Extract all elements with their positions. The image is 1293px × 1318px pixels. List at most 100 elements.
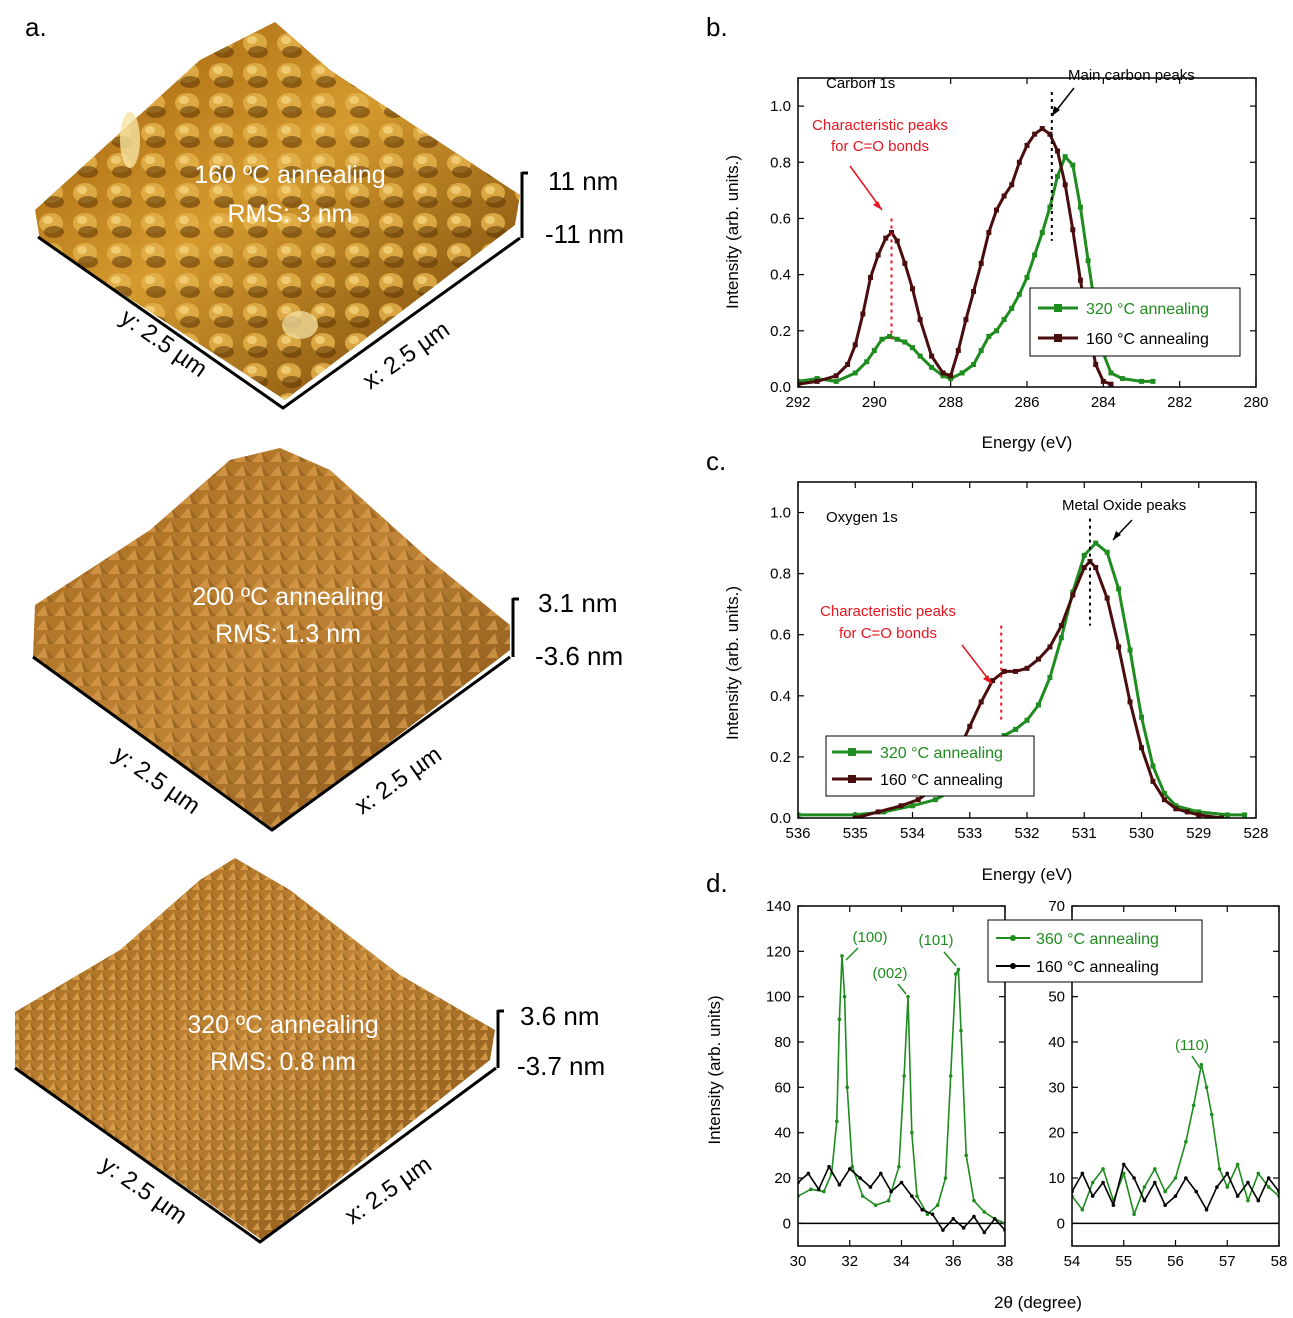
data-point	[1127, 647, 1133, 653]
chart-c-inner-title: Oxygen 1s	[826, 509, 898, 526]
x-tick-label: 292	[785, 394, 810, 411]
data-point	[982, 1210, 987, 1214]
data-point	[864, 359, 870, 365]
data-point	[963, 317, 969, 323]
panel-letter-b: b.	[706, 12, 728, 42]
data-point	[1199, 1062, 1204, 1067]
data-point	[1009, 305, 1015, 311]
data-point	[850, 1164, 855, 1169]
data-point	[886, 1198, 891, 1203]
y-tick-label: 0.0	[770, 379, 791, 396]
data-point	[1009, 182, 1015, 188]
data-point	[1077, 277, 1083, 283]
data-point	[1196, 812, 1202, 818]
data-point	[961, 1226, 966, 1230]
data-point	[1024, 274, 1030, 280]
data-point	[1191, 1103, 1196, 1108]
data-point	[858, 1176, 862, 1180]
chart-d-legend: 360 °C annealing 160 °C annealing	[987, 919, 1203, 983]
y-tick-label: 70	[1048, 898, 1065, 915]
chart-frame	[1071, 905, 1280, 1247]
series-line	[798, 127, 1112, 386]
data-point	[814, 378, 820, 384]
afm-texture	[35, 22, 520, 400]
data-point	[899, 1180, 904, 1185]
data-point	[875, 252, 881, 258]
data-point	[1047, 644, 1053, 650]
data-point	[986, 333, 992, 339]
y-tick-label: 20	[1048, 1125, 1065, 1142]
data-point	[873, 1203, 878, 1207]
chart-series-group	[798, 126, 1156, 387]
data-point	[1121, 1162, 1126, 1167]
data-point	[1127, 699, 1133, 705]
chart-b: 292 290 288 286 284 282 2800.00.20.40.60.81.0 …	[723, 67, 1269, 452]
data-point	[833, 378, 839, 384]
data-point	[1085, 258, 1091, 264]
data-point	[879, 1171, 883, 1176]
data-point	[1161, 791, 1167, 797]
y-tick-label: 50	[1048, 989, 1065, 1006]
afm-label: 200 ºC annealing	[192, 583, 383, 611]
data-point	[915, 797, 921, 803]
chart-d-legend-item: 360 °C annealing	[1036, 931, 1159, 948]
x-tick-label: 284	[1091, 394, 1116, 411]
data-point	[1001, 193, 1007, 199]
chart-c-xlabel: Energy (eV)	[982, 865, 1073, 884]
data-point	[1090, 1180, 1095, 1185]
chart-d-xlabel: 2θ (degree)	[994, 1293, 1082, 1312]
y-tick-label: 0	[783, 1215, 791, 1232]
x-tick-label: 536	[785, 825, 810, 842]
data-point	[1101, 1167, 1105, 1171]
x-tick-label: 38	[997, 1253, 1014, 1270]
chart-d-right: 5455565758010203040506070 2θ (degree) (1…	[994, 898, 1287, 1312]
data-point	[1150, 778, 1156, 784]
data-point	[1047, 204, 1053, 210]
data-point	[852, 815, 858, 818]
data-point	[910, 1130, 914, 1135]
afm-label: 320 ºC annealing	[187, 1011, 378, 1039]
data-point	[1119, 376, 1125, 382]
data-point	[1163, 1203, 1167, 1207]
data-point	[1016, 159, 1022, 165]
afm-highlight	[120, 112, 140, 168]
x-tick-label: 58	[1271, 1253, 1288, 1270]
data-point	[943, 1176, 948, 1180]
y-tick-label: 1.0	[770, 505, 791, 522]
data-point	[1055, 173, 1061, 179]
data-point	[1139, 745, 1144, 751]
y-tick-label: 100	[766, 989, 791, 1006]
chart-c-legend: 320 °C annealing 160 °C annealing	[825, 735, 1035, 797]
y-tick-label: 140	[766, 898, 791, 915]
afm-axes	[14, 1066, 497, 1244]
data-point	[1100, 378, 1106, 384]
data-point	[1101, 1180, 1105, 1185]
x-tick-label: 534	[900, 825, 925, 842]
chart-b-inner-title: Carbon 1s	[826, 75, 895, 92]
data-point	[1104, 549, 1110, 555]
data-point	[852, 812, 858, 818]
data-point	[930, 1212, 935, 1217]
data-point	[1163, 1189, 1167, 1194]
chart-b-co-annotation: for C=O bonds	[831, 138, 929, 155]
data-point	[1219, 815, 1225, 818]
data-point	[898, 803, 904, 809]
chart-d-peak-label: (110)	[1175, 1037, 1209, 1054]
data-point	[887, 333, 893, 339]
data-point	[1246, 1198, 1250, 1203]
x-tick-label: 32	[841, 1253, 858, 1270]
data-point	[889, 1189, 893, 1194]
data-point	[1001, 317, 1007, 323]
data-point	[1204, 1085, 1209, 1090]
data-point	[1266, 1176, 1271, 1180]
data-point	[809, 1187, 813, 1192]
afm-zmin: -3.7 nm	[517, 1051, 605, 1081]
data-point	[1080, 1207, 1085, 1212]
data-point	[1047, 674, 1053, 680]
data-point	[1080, 1171, 1085, 1176]
data-point	[868, 1185, 873, 1189]
x-tick-label: 54	[1064, 1253, 1081, 1270]
data-point	[816, 1187, 821, 1192]
data-point	[1108, 381, 1114, 387]
